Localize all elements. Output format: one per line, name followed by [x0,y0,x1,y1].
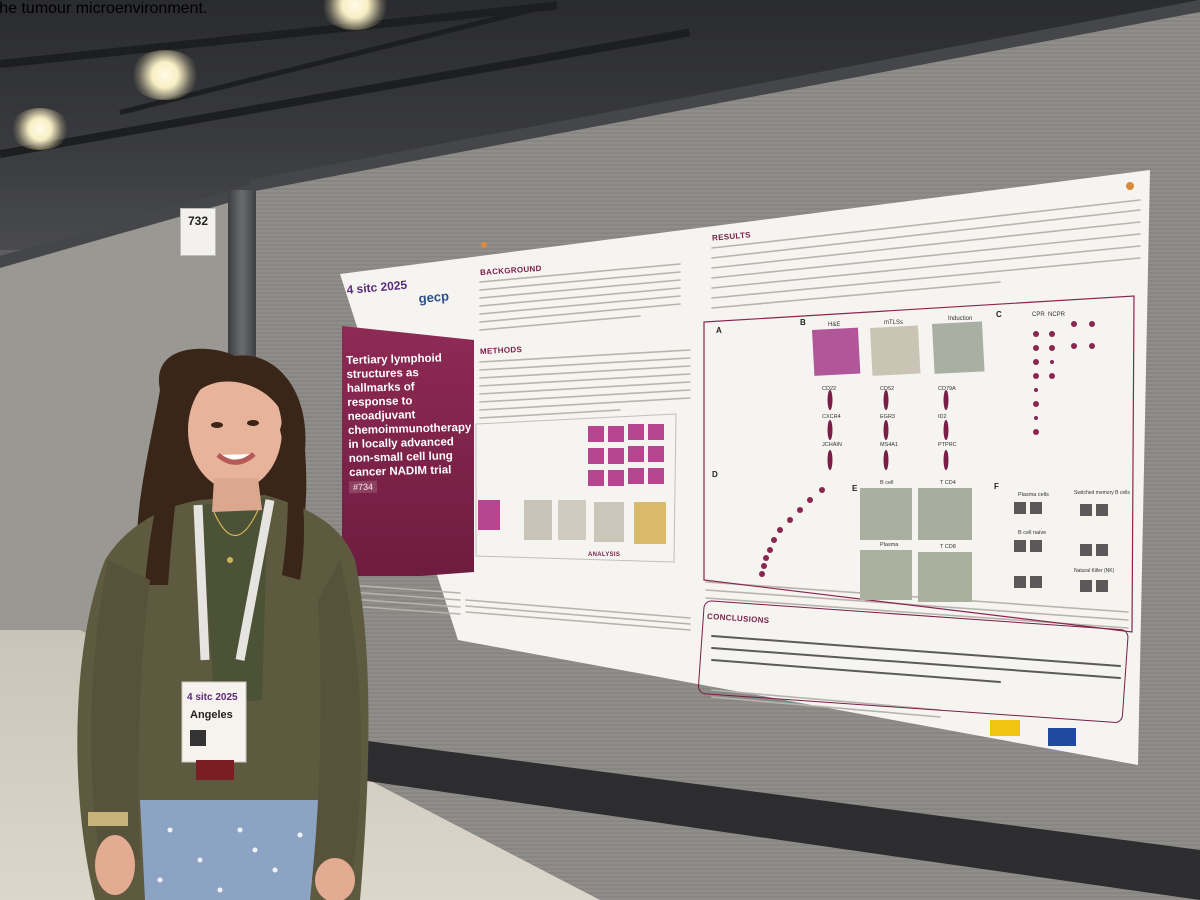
badge-event: 4 sitc 2025 [187,692,238,703]
badge-name: Angeles [190,709,233,721]
booth-number: 732 [187,214,209,228]
ceiling-light [10,108,70,150]
booth-number-sign: 732 [180,208,216,256]
ceiling-light [130,50,200,100]
